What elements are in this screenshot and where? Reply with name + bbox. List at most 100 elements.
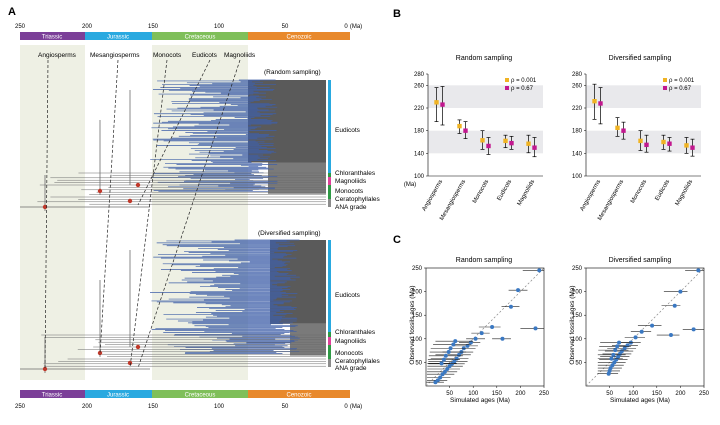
callout-angiosperms: Angiosperms — [38, 52, 77, 59]
x-tick-label: 50 — [606, 391, 613, 397]
scatter-point — [615, 344, 620, 349]
shaded-band — [586, 85, 701, 108]
scatter-point — [468, 340, 473, 345]
estimate-marker — [638, 138, 643, 144]
y-tick-label: 180 — [572, 129, 583, 135]
estimate-marker — [509, 140, 514, 146]
scatter-point — [606, 371, 611, 376]
clade-bar-magnoliids-bottom — [328, 337, 331, 345]
scatter-point — [445, 367, 450, 372]
bottom-tick-150: 150 — [148, 404, 159, 410]
tree-title-diversified: (Diversified sampling) — [258, 230, 321, 237]
calibrated-node-marker — [127, 360, 133, 366]
top-time-axis: 250 200 150 100 50 0 (Ma) — [15, 24, 362, 30]
clade-chloranthales-top: Chloranthales — [335, 170, 376, 177]
legend-swatch — [663, 86, 667, 90]
legend-label: ρ = 0.001 — [669, 78, 695, 84]
x-tick-label: 50 — [446, 391, 453, 397]
y-tick-label: 100 — [572, 337, 583, 343]
clade-ana-top: ANA grade — [335, 204, 367, 211]
top-tick-200: 200 — [82, 24, 93, 30]
period-label-cretaceous: Cretaceous — [185, 35, 216, 41]
x-tick-label: 100 — [468, 391, 479, 397]
clade-magnoliids-top: Magnoliids — [335, 178, 367, 185]
b-plot-random: 100 140 180 220 260 280 AngiospermsMesangiospe… — [414, 72, 543, 222]
callout-monocots: Monocots — [153, 52, 182, 59]
clade-labels-top: Eudicots Chloranthales Magnoliids Monoco… — [328, 80, 381, 211]
scatter-point — [446, 350, 451, 355]
shaded-band — [428, 85, 543, 108]
scatter-point — [610, 363, 615, 368]
scatter-point — [438, 375, 443, 380]
y-tick-label: 180 — [414, 129, 425, 135]
scatter-point — [508, 304, 513, 309]
callout-eudicots: Eudicots — [192, 52, 218, 59]
panel-a-timetree: 250 200 150 100 50 0 (Ma) Triassic Juras… — [15, 24, 381, 410]
period-cretaceous-bottom — [152, 390, 248, 398]
scatter-point — [622, 346, 627, 351]
top-tick-100: 100 — [214, 24, 225, 30]
scatter-point — [433, 380, 438, 385]
estimate-marker — [486, 143, 491, 149]
period-triassic-bottom — [20, 390, 85, 398]
scatter-point — [440, 372, 445, 377]
estimate-marker — [690, 145, 695, 150]
category-label: Magnoliids — [675, 179, 695, 207]
panel-c-fossil-ages: Random sampling Diversified sampling 50 1… — [409, 257, 710, 404]
legend-label: ρ = 0.67 — [669, 86, 692, 92]
top-tick-150: 150 — [148, 24, 159, 30]
legend-swatch — [505, 86, 509, 90]
estimate-marker — [463, 128, 468, 133]
scatter-point — [650, 323, 655, 328]
clade-magnoliids-bottom: Magnoliids — [335, 338, 367, 345]
scatter-point — [678, 289, 683, 294]
tree-title-random: (Random sampling) — [264, 69, 321, 76]
tree-diversified-sampling — [20, 239, 326, 373]
c-title-diversified: Diversified sampling — [609, 257, 672, 264]
y-tick-label: 50 — [415, 360, 422, 366]
clade-bar-eudicots-top — [328, 80, 331, 173]
calibrated-node-marker — [135, 182, 141, 188]
bottom-tick-0: 0 — [344, 404, 348, 410]
b-title-random: Random sampling — [456, 55, 513, 62]
estimate-marker — [457, 123, 462, 129]
scatter-point — [447, 364, 452, 369]
category-label: Mesangiosperms — [439, 179, 467, 222]
y-tick-label: 100 — [412, 337, 423, 343]
clade-bar-magnoliids-top — [328, 177, 331, 185]
scatter-point — [696, 268, 701, 273]
clade-bar-chloranthales-top — [328, 173, 331, 177]
y-tick-label: 100 — [414, 174, 425, 180]
legend-label: ρ = 0.67 — [511, 86, 534, 92]
scatter-point — [537, 268, 542, 273]
clade-ceratophyllales-top: Ceratophyllales — [335, 196, 381, 203]
shaded-band — [428, 130, 543, 154]
category-label: Eudicots — [497, 179, 514, 202]
clade-bar-ana-top — [328, 199, 331, 207]
bottom-axis-unit: (Ma) — [350, 404, 362, 410]
scatter-point — [500, 336, 505, 341]
calibrated-node-marker — [127, 198, 133, 204]
scatter-point — [439, 361, 444, 366]
clade-bar-eudicots-bottom — [328, 240, 331, 332]
bottom-tick-100: 100 — [214, 404, 225, 410]
callout-mesangiosperms: Mesangiosperms — [90, 52, 140, 59]
calibrated-node-marker — [97, 350, 103, 356]
period-label-jurassic-bottom: Jurassic — [107, 393, 129, 399]
period-cretaceous — [152, 32, 248, 40]
bottom-time-axis: 250 200 150 100 50 0 (Ma) — [15, 404, 362, 410]
estimate-marker — [621, 128, 626, 133]
c-plot-random: 50 100 150 200 250 50 100 150 200 250 — [412, 266, 550, 397]
y-tick-label: 50 — [575, 360, 582, 366]
bottom-tick-50: 50 — [282, 404, 289, 410]
scatter-point — [616, 354, 621, 359]
period-label-triassic: Triassic — [42, 35, 62, 41]
period-cenozoic — [248, 32, 350, 40]
clade-eudicots-bottom: Eudicots — [335, 292, 361, 299]
top-axis-unit: (Ma) — [350, 24, 362, 30]
shaded-band — [586, 130, 701, 154]
y-tick-label: 260 — [414, 83, 425, 89]
y-tick-label: 140 — [572, 151, 583, 157]
leaf-block-lower — [268, 162, 326, 194]
